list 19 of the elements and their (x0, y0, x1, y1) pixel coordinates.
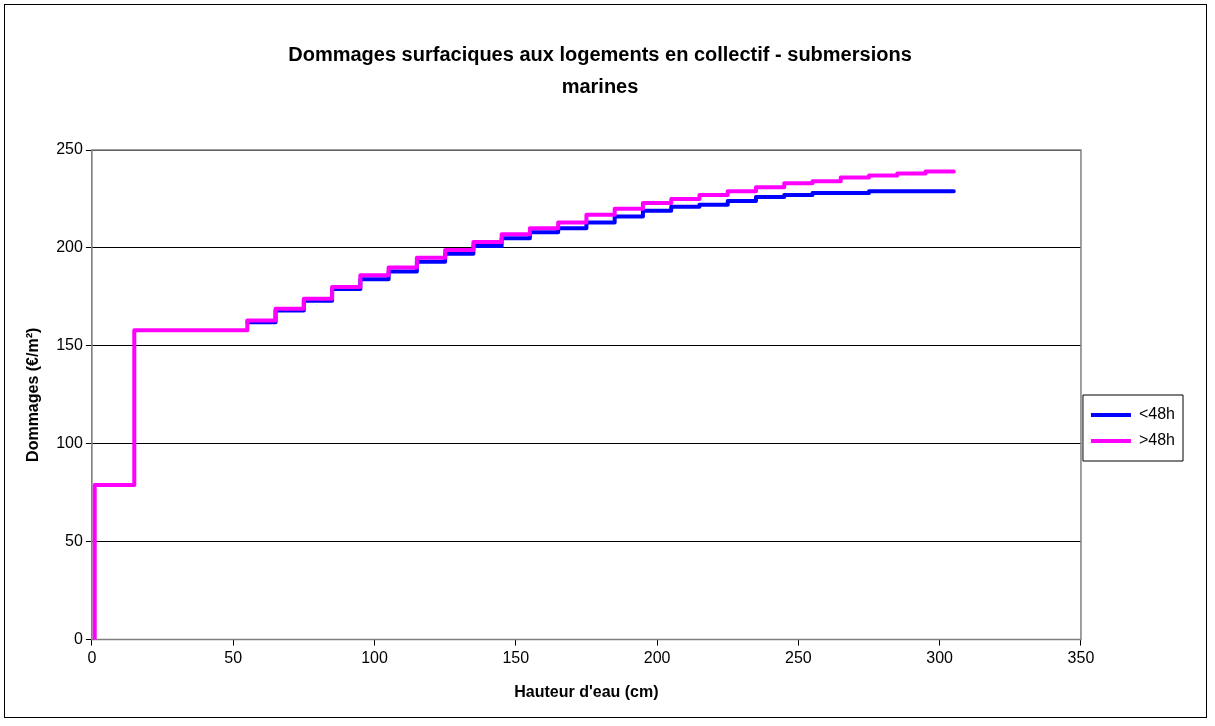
x-tick-label: 50 (224, 648, 243, 666)
x-tick-label: 150 (502, 648, 530, 666)
legend-label: >48h (1138, 431, 1176, 449)
x-tick-label: 300 (926, 648, 954, 666)
x-tick-label: 0 (87, 648, 97, 666)
y-tick-label: 250 (56, 140, 83, 158)
y-tick-label: 200 (56, 238, 83, 256)
x-tick-label: 250 (785, 648, 812, 666)
y-tick-label: 100 (56, 434, 83, 452)
y-axis-title: Dommages (€/m²) (24, 327, 42, 462)
x-tick-label: 350 (1067, 648, 1095, 666)
x-tick-label: 200 (643, 648, 671, 666)
x-axis-title: Hauteur d'eau (cm) (514, 682, 659, 700)
x-tick-label: 100 (361, 648, 388, 666)
legend-label: <48h (1138, 405, 1176, 423)
y-tick-label: 150 (56, 336, 83, 354)
chart-title: Dommages surfaciques aux logements en collectif - submersions marines (287, 42, 913, 99)
y-tick-label: 50 (65, 532, 83, 550)
y-tick-label: 0 (73, 630, 83, 648)
